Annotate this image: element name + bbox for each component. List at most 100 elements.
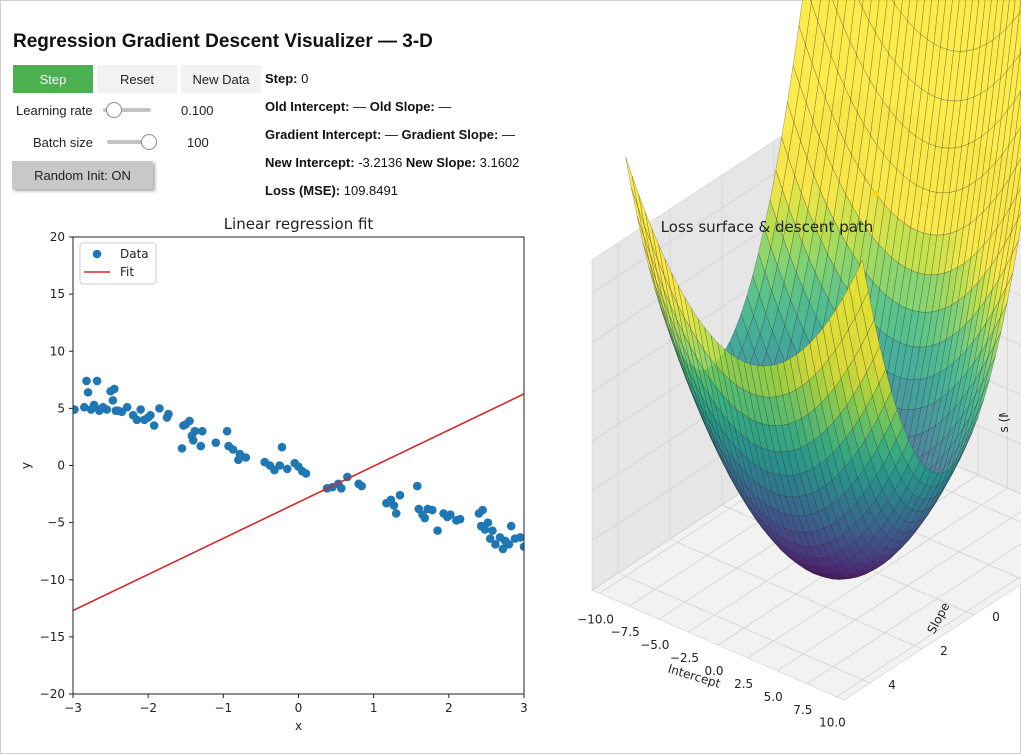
data-point — [197, 426, 207, 436]
data-point — [427, 505, 437, 515]
learning-rate-slider-track — [103, 108, 151, 112]
data-point — [446, 510, 455, 519]
data-point — [164, 409, 173, 419]
gradient-slope-value: — — [501, 127, 515, 142]
x-tick-label: −3 — [64, 701, 82, 715]
y-tick-label: 20 — [50, 230, 65, 244]
data-point — [275, 461, 285, 470]
data-point — [185, 416, 194, 426]
data-point — [395, 490, 405, 500]
data-point — [357, 481, 366, 491]
loss-readout: Loss (MSE): 109.8491 — [265, 183, 398, 198]
old-intercept-label: Old Intercept: — [265, 99, 350, 114]
x-tick-label: 2 — [445, 701, 453, 715]
y-tick-label: 5 — [57, 401, 65, 415]
new-slope-value: 3.1602 — [479, 155, 520, 170]
data-point — [155, 404, 164, 413]
y-axis-label: y — [19, 462, 33, 469]
reset-button[interactable]: Reset — [97, 65, 177, 93]
random-init-toggle[interactable]: Random Init: ON — [12, 161, 153, 189]
learning-rate-slider[interactable] — [103, 102, 151, 118]
slope-tick-label: 4 — [888, 678, 896, 692]
data-point — [241, 453, 251, 462]
gradient-intercept-value: — — [384, 127, 398, 142]
new-params-readout: New Intercept: -3.2136 New Slope: 3.1602 — [265, 155, 519, 170]
new-data-button[interactable]: New Data — [181, 65, 261, 93]
old-slope-value: — — [438, 99, 452, 114]
batch-size-slider[interactable] — [107, 134, 157, 150]
intercept-tick-label: 10.0 — [819, 716, 846, 730]
step-readout-value: 0 — [301, 71, 309, 86]
step-readout-label: Step: — [265, 71, 298, 86]
loss-value: 109.8491 — [343, 183, 398, 198]
y-tick-label: −15 — [40, 630, 65, 644]
intercept-tick-label: −10.0 — [577, 612, 614, 626]
data-point — [498, 544, 508, 554]
data-point — [196, 441, 206, 451]
data-point — [277, 442, 287, 452]
y-tick-label: −5 — [47, 516, 65, 530]
data-point — [89, 400, 99, 410]
fit-line — [73, 393, 524, 612]
legend-fit-label: Fit — [120, 265, 134, 279]
data-point — [412, 481, 422, 491]
x-tick-label: −2 — [139, 701, 157, 715]
new-intercept-value: -3.2136 — [358, 155, 403, 170]
data-point — [478, 505, 487, 515]
loss-surface-chart: −10.0−7.5−5.0−2.50.02.55.07.510.0−4−2024… — [577, 0, 1021, 730]
intercept-tick-label: −2.5 — [670, 651, 699, 665]
data-point — [515, 533, 524, 542]
batch-size-slider-track — [107, 140, 155, 144]
data-point — [108, 396, 118, 405]
step-button[interactable]: Step — [13, 65, 93, 93]
new-slope-label: New Slope: — [405, 155, 476, 170]
fit-legend: Data Fit — [79, 242, 157, 285]
data-point — [177, 444, 187, 453]
data-point — [190, 426, 200, 436]
batch-size-slider-knob[interactable] — [141, 134, 157, 150]
loss-axis-label: Loss (MSE) — [997, 387, 1011, 452]
surface-chart-title: Loss surface & descent path — [661, 218, 874, 236]
y-tick-label: −20 — [40, 687, 65, 701]
loss-label: Loss (MSE): — [265, 183, 341, 198]
x-tick-label: 3 — [520, 701, 528, 715]
data-point — [73, 405, 79, 414]
gradient-readout: Gradient Intercept: — Gradient Slope: — — [265, 127, 515, 142]
y-tick-label: 0 — [57, 459, 65, 473]
step-readout: Step: 0 — [265, 71, 308, 86]
floor-gridline — [617, 572, 871, 684]
loss-axis-label-group: Loss (MSE) — [997, 387, 1011, 452]
learning-rate-slider-knob[interactable] — [106, 102, 123, 118]
x-tick-label: 1 — [370, 701, 378, 715]
data-point — [146, 410, 155, 420]
old-intercept-value: — — [353, 99, 367, 114]
x-axis-label: x — [295, 719, 302, 733]
data-point — [488, 526, 497, 535]
intercept-tick-label: 7.5 — [793, 703, 812, 717]
data-point — [222, 426, 232, 436]
data-point — [483, 518, 493, 527]
slope-tick-label: 0 — [992, 610, 1000, 624]
data-point — [485, 534, 495, 543]
data-point — [433, 526, 442, 535]
legend-data-label: Data — [120, 247, 149, 261]
y-tick-label: −10 — [40, 573, 65, 587]
data-point — [188, 436, 198, 445]
data-point — [79, 402, 89, 412]
descent-point — [872, 190, 879, 197]
data-point — [420, 513, 430, 523]
data-point — [82, 376, 91, 386]
data-point — [301, 469, 311, 478]
gradient-intercept-label: Gradient Intercept: — [265, 127, 382, 142]
data-point — [122, 402, 132, 412]
batch-size-label: Batch size — [33, 135, 93, 150]
y-tick-label: 10 — [50, 344, 65, 358]
x-tick-label: −1 — [214, 701, 232, 715]
x-tick-label: 0 — [295, 701, 303, 715]
data-point — [228, 445, 238, 454]
old-slope-label: Old Slope: — [369, 99, 435, 114]
learning-rate-label: Learning rate — [16, 103, 93, 118]
fit-chart-title: Linear regression fit — [224, 215, 374, 233]
